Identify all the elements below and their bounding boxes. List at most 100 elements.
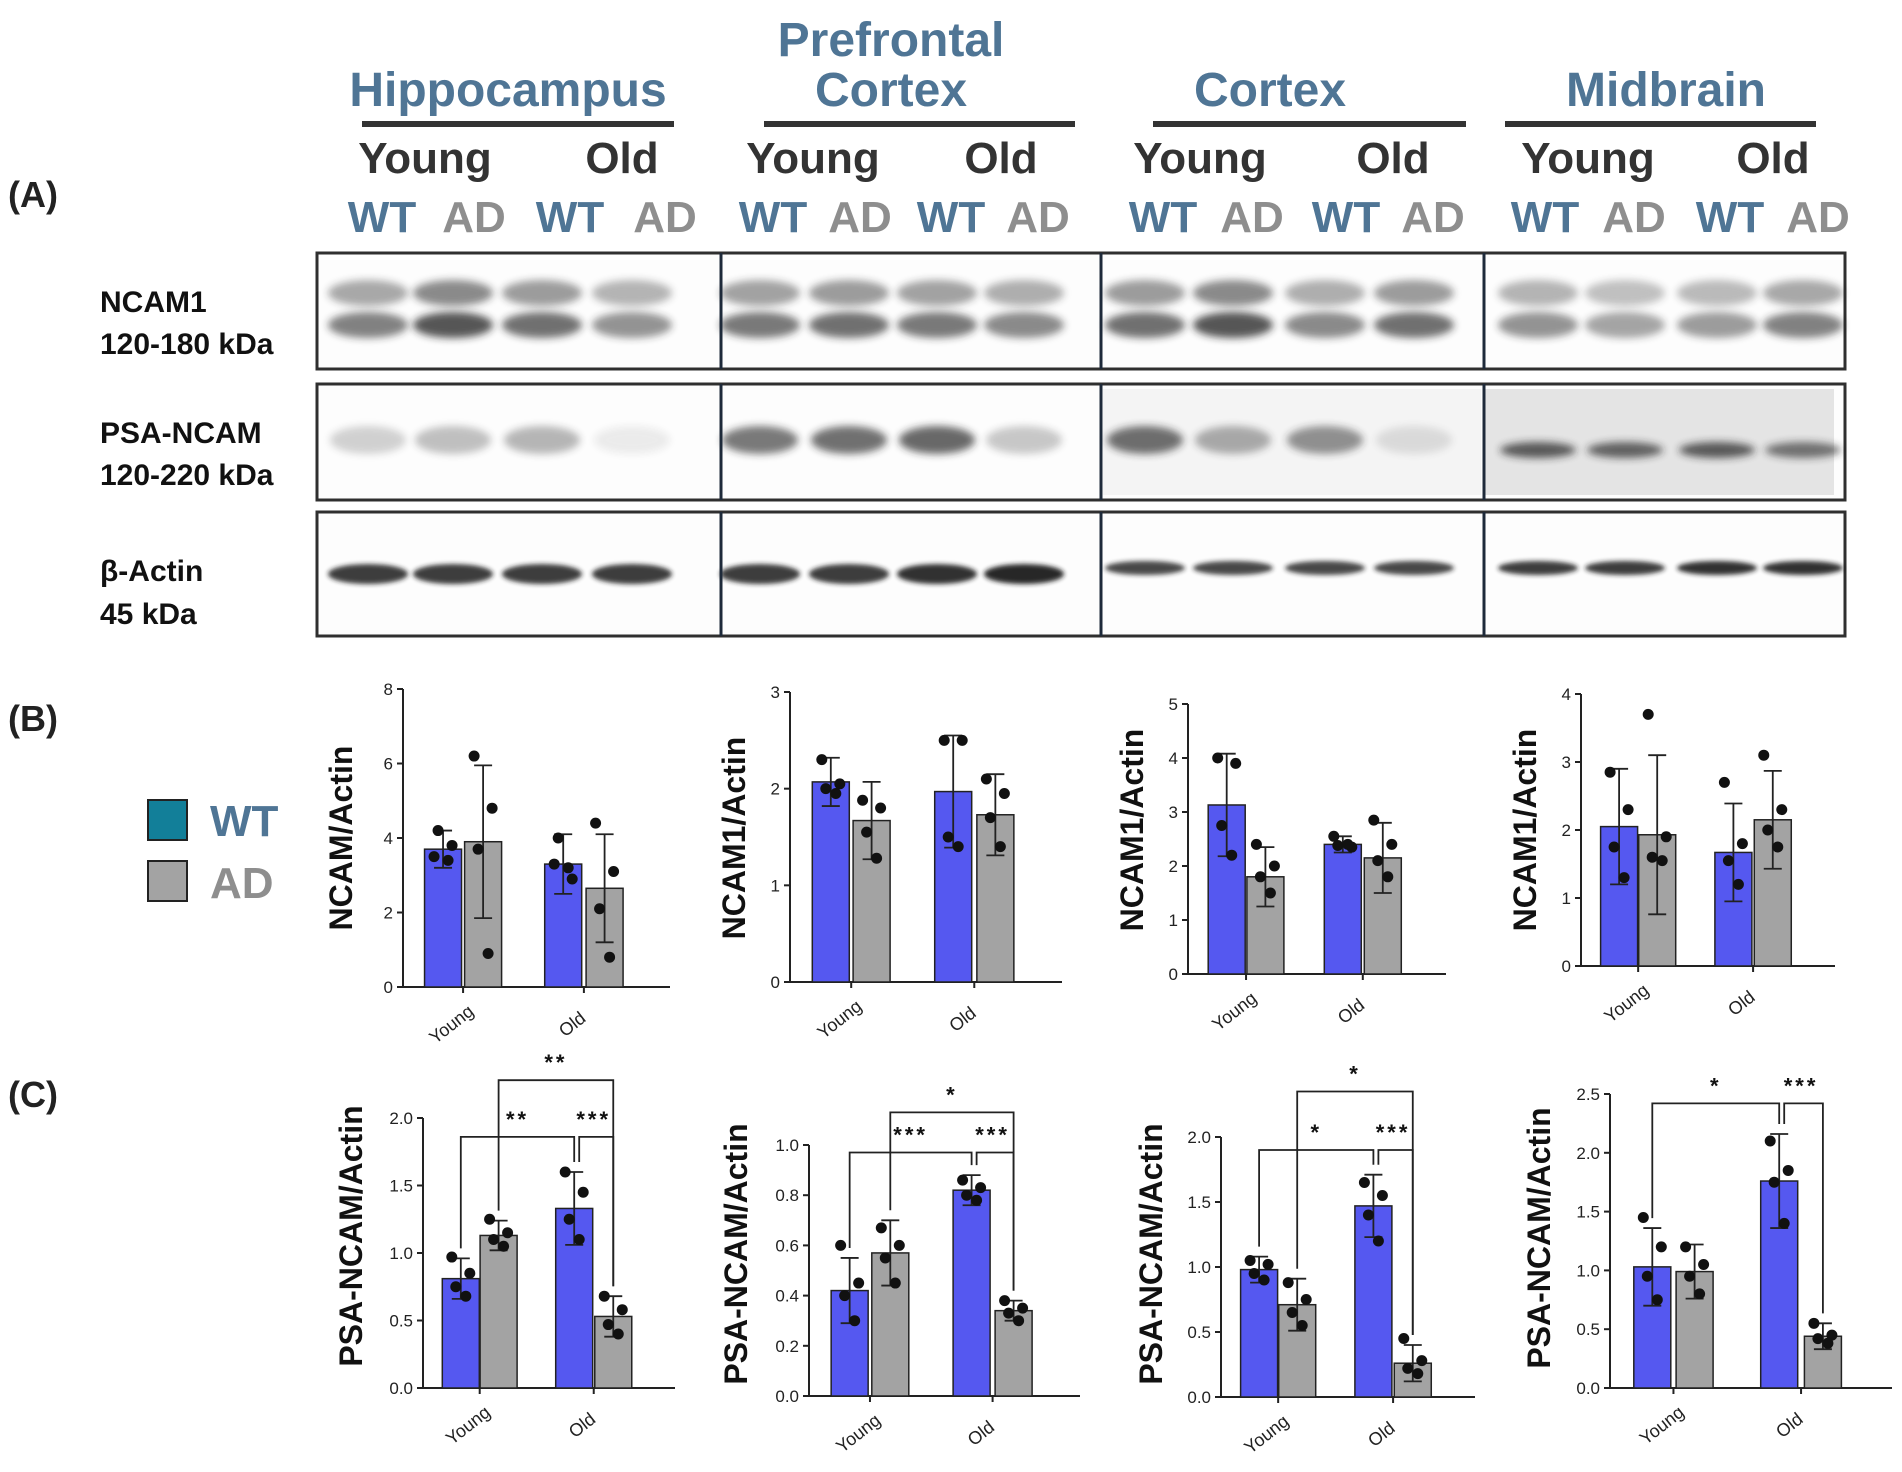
data-point [1254,871,1266,883]
panel-label-a: (A) [8,174,58,215]
data-point [460,1290,472,1302]
bar-chart: 0 1 2 3 NCAM1/Actin Young Old [716,683,1062,1043]
data-point [486,802,498,814]
y-tick-label: 1 [771,876,780,895]
data-point [468,750,480,762]
data-point [1250,838,1262,850]
data-point [875,802,887,814]
blot-band [1195,426,1271,454]
bar-wt [423,848,463,988]
significance-bracket [1258,1149,1375,1247]
data-point [1622,804,1634,816]
blot-band [984,312,1064,338]
blot-band [328,312,408,338]
y-tick-label: 0 [1562,957,1571,976]
y-tick-label: 0.8 [775,1186,799,1205]
data-point [566,873,578,885]
data-point [830,788,842,799]
y-tick-label: 1.5 [1576,1203,1600,1222]
data-point [573,1234,585,1245]
data-point [1286,1307,1298,1318]
blot-band [1679,442,1755,458]
data-point [464,1267,476,1279]
genotype-label-wt: WT [1129,193,1198,242]
y-tick-label: 1.0 [775,1136,799,1155]
y-tick-label: 4 [1169,749,1178,768]
data-point [849,1315,861,1327]
region-title: Prefrontal [778,14,1005,67]
y-tick-label: 0.6 [775,1236,799,1255]
blot-band [1587,442,1663,458]
y-tick-label: 2.0 [1187,1128,1211,1147]
genotype-label-ad: AD [828,193,892,242]
blot-band [720,312,800,338]
bar-ad [479,1234,518,1389]
data-point [548,858,560,870]
y-axis-label: NCAM1/Actin [716,737,752,940]
blot-background [1484,389,1834,495]
data-point [594,903,606,915]
x-tick-label: Young [442,1402,494,1449]
data-point [1300,1294,1312,1305]
blot-band [1107,426,1183,454]
y-tick-label: 1 [1169,911,1178,930]
significance-bracket [459,1136,576,1249]
data-point [484,1213,496,1225]
data-point [602,1319,614,1331]
y-axis-label: NCAM1/Actin [1114,729,1150,932]
data-point [1372,855,1384,867]
y-tick-label: 1 [1562,889,1571,908]
data-point [1017,1302,1029,1314]
x-tick-label: Old [1334,995,1368,1028]
data-point [1230,757,1242,769]
data-point [446,839,458,851]
bar-chart: 0 2 4 6 8 NCAM/Actin Young Old [323,680,670,1048]
legend-wt-swatch [147,799,188,841]
data-point [875,1222,887,1234]
data-point [1226,849,1238,861]
age-label-old: Old [585,134,658,183]
data-point [1764,1135,1776,1147]
data-point [1368,814,1380,826]
y-tick-label: 0.5 [389,1312,413,1331]
data-point [552,832,564,844]
significance-label: *** [1376,1120,1411,1145]
data-point [616,1304,628,1316]
data-point [980,773,992,785]
y-tick-label: 1.0 [1187,1258,1211,1277]
significance-bracket [1651,1102,1781,1219]
blot-band [1677,280,1757,306]
age-label-young: Young [746,134,880,183]
genotype-label-wt: WT [1696,193,1765,242]
bar-wt [811,781,851,983]
data-point [598,1290,610,1302]
y-axis-label: PSA-NCAM/Actin [333,1105,369,1366]
blot-band [897,564,977,584]
blot-band [1105,561,1185,575]
data-point [871,852,883,864]
data-point [1264,887,1276,899]
data-point [879,1252,891,1264]
blot-band [592,280,672,306]
data-point [1332,839,1344,851]
region-title: Cortex [815,64,967,117]
data-point [442,854,454,866]
significance-bracket [975,1151,1015,1291]
data-point [961,1189,973,1201]
blot-band [1285,561,1365,575]
bar-wt [1323,843,1363,975]
blot-band [1765,442,1841,458]
genotype-label-ad: AD [1602,193,1666,242]
significance-label: * [1310,1120,1322,1145]
data-point [498,1240,510,1252]
data-point [1655,1241,1667,1253]
blot-band [504,426,580,454]
genotype-label-wt: WT [1312,193,1381,242]
data-point [1641,1270,1653,1282]
age-label-young: Young [1133,134,1267,183]
data-point [604,951,616,963]
data-point [1762,824,1774,836]
data-point [1258,1274,1270,1286]
data-point [1694,1288,1706,1300]
